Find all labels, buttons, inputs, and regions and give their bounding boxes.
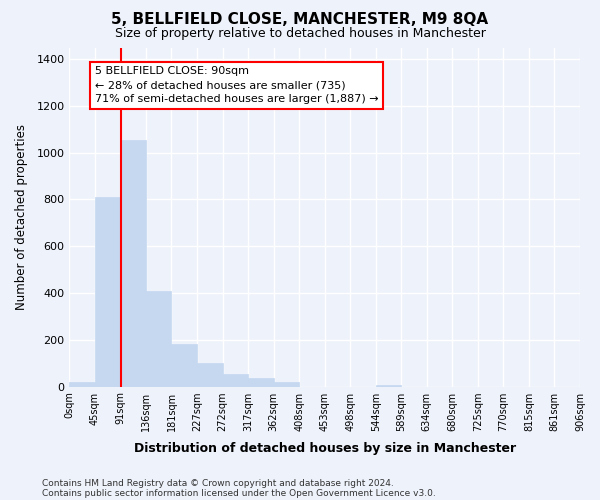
Bar xyxy=(146,290,172,386)
Y-axis label: Number of detached properties: Number of detached properties xyxy=(15,124,28,310)
X-axis label: Distribution of detached houses by size in Manchester: Distribution of detached houses by size … xyxy=(134,442,516,455)
Bar xyxy=(95,197,121,386)
Bar xyxy=(248,378,274,386)
Bar xyxy=(197,363,223,386)
Bar xyxy=(274,382,299,386)
Bar xyxy=(172,344,197,386)
Text: 5 BELLFIELD CLOSE: 90sqm
← 28% of detached houses are smaller (735)
71% of semi-: 5 BELLFIELD CLOSE: 90sqm ← 28% of detach… xyxy=(95,66,379,104)
Text: Size of property relative to detached houses in Manchester: Size of property relative to detached ho… xyxy=(115,28,485,40)
Text: Contains public sector information licensed under the Open Government Licence v3: Contains public sector information licen… xyxy=(42,488,436,498)
Bar xyxy=(121,140,146,386)
Bar xyxy=(223,374,248,386)
Text: Contains HM Land Registry data © Crown copyright and database right 2024.: Contains HM Land Registry data © Crown c… xyxy=(42,478,394,488)
Text: 5, BELLFIELD CLOSE, MANCHESTER, M9 8QA: 5, BELLFIELD CLOSE, MANCHESTER, M9 8QA xyxy=(112,12,488,28)
Bar xyxy=(70,382,95,386)
